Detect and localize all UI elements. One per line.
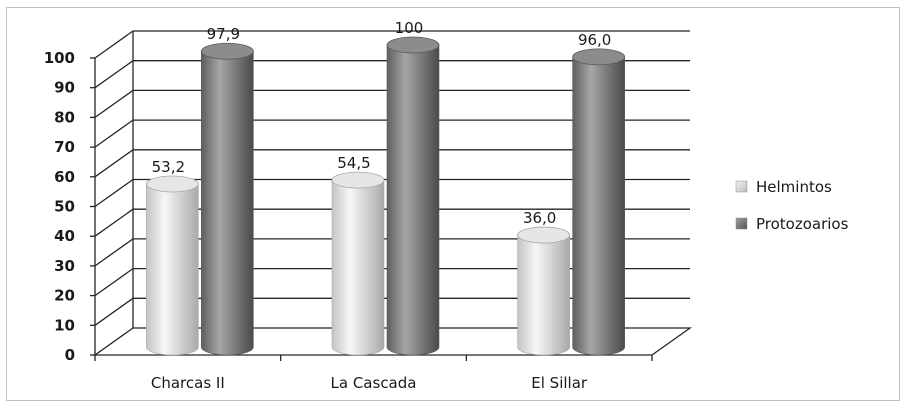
y-tick-label: 40 (54, 227, 75, 245)
legend-swatch (735, 180, 748, 193)
y-tick-label: 30 (54, 257, 75, 275)
x-tick-label: Charcas II (151, 374, 225, 392)
y-tick-label: 80 (54, 108, 75, 126)
data-label: 53,2 (152, 158, 185, 176)
gridline-diagonal (94, 149, 134, 178)
bar-protozoarios-1 (201, 50, 254, 356)
legend-label: Helmintos (756, 178, 832, 196)
bar-top-helmintos-3 (517, 226, 571, 244)
data-label: 96,0 (578, 31, 611, 49)
gridline-diagonal (94, 30, 134, 59)
gridline-diagonal (94, 178, 134, 208)
gridline-diagonal (94, 268, 134, 297)
gridline-diagonal (94, 238, 134, 267)
y-tick-label: 100 (44, 49, 75, 67)
bar-helmintos-2 (331, 179, 385, 356)
data-label: 100 (395, 19, 424, 37)
bar-helmintos-3 (517, 234, 570, 356)
gridline-diagonal (94, 297, 134, 326)
bar-top-protozoarios-1 (200, 42, 254, 60)
data-label: 97,9 (207, 25, 240, 43)
bar-protozoarios-3 (572, 56, 625, 356)
gridline-diagonal (94, 208, 134, 237)
y-tick-label: 70 (54, 138, 75, 156)
bar-protozoarios-2 (386, 44, 440, 356)
bar-top-helmintos-1 (145, 175, 199, 193)
legend: Helmintos Protozoarios (735, 178, 849, 233)
bars (145, 36, 626, 356)
data-label: 54,5 (337, 154, 370, 172)
bar-top-protozoarios-2 (386, 36, 440, 54)
y-tick-label: 10 (54, 316, 75, 334)
data-labels: 53,2 97,9 54,5 100 36,0 96,0 (152, 19, 612, 227)
gridline-diagonal (94, 60, 134, 89)
x-tick-label: La Cascada (331, 374, 417, 392)
legend-swatch (735, 217, 748, 230)
bar-top-helmintos-2 (331, 171, 385, 189)
gridline-diagonal (94, 89, 134, 118)
y-tick-label: 90 (54, 79, 75, 97)
bar-top-protozoarios-3 (572, 48, 626, 66)
y-tick-label: 0 (65, 346, 75, 364)
y-tick-label: 20 (54, 287, 75, 305)
y-tick-label: 60 (54, 168, 75, 186)
bar-helmintos-1 (146, 183, 199, 356)
gridline-diagonal (94, 119, 134, 148)
x-tick-label: El Sillar (531, 374, 588, 392)
data-label: 36,0 (523, 209, 556, 227)
legend-label: Protozoarios (756, 215, 849, 233)
y-tick-label: 50 (54, 198, 75, 216)
